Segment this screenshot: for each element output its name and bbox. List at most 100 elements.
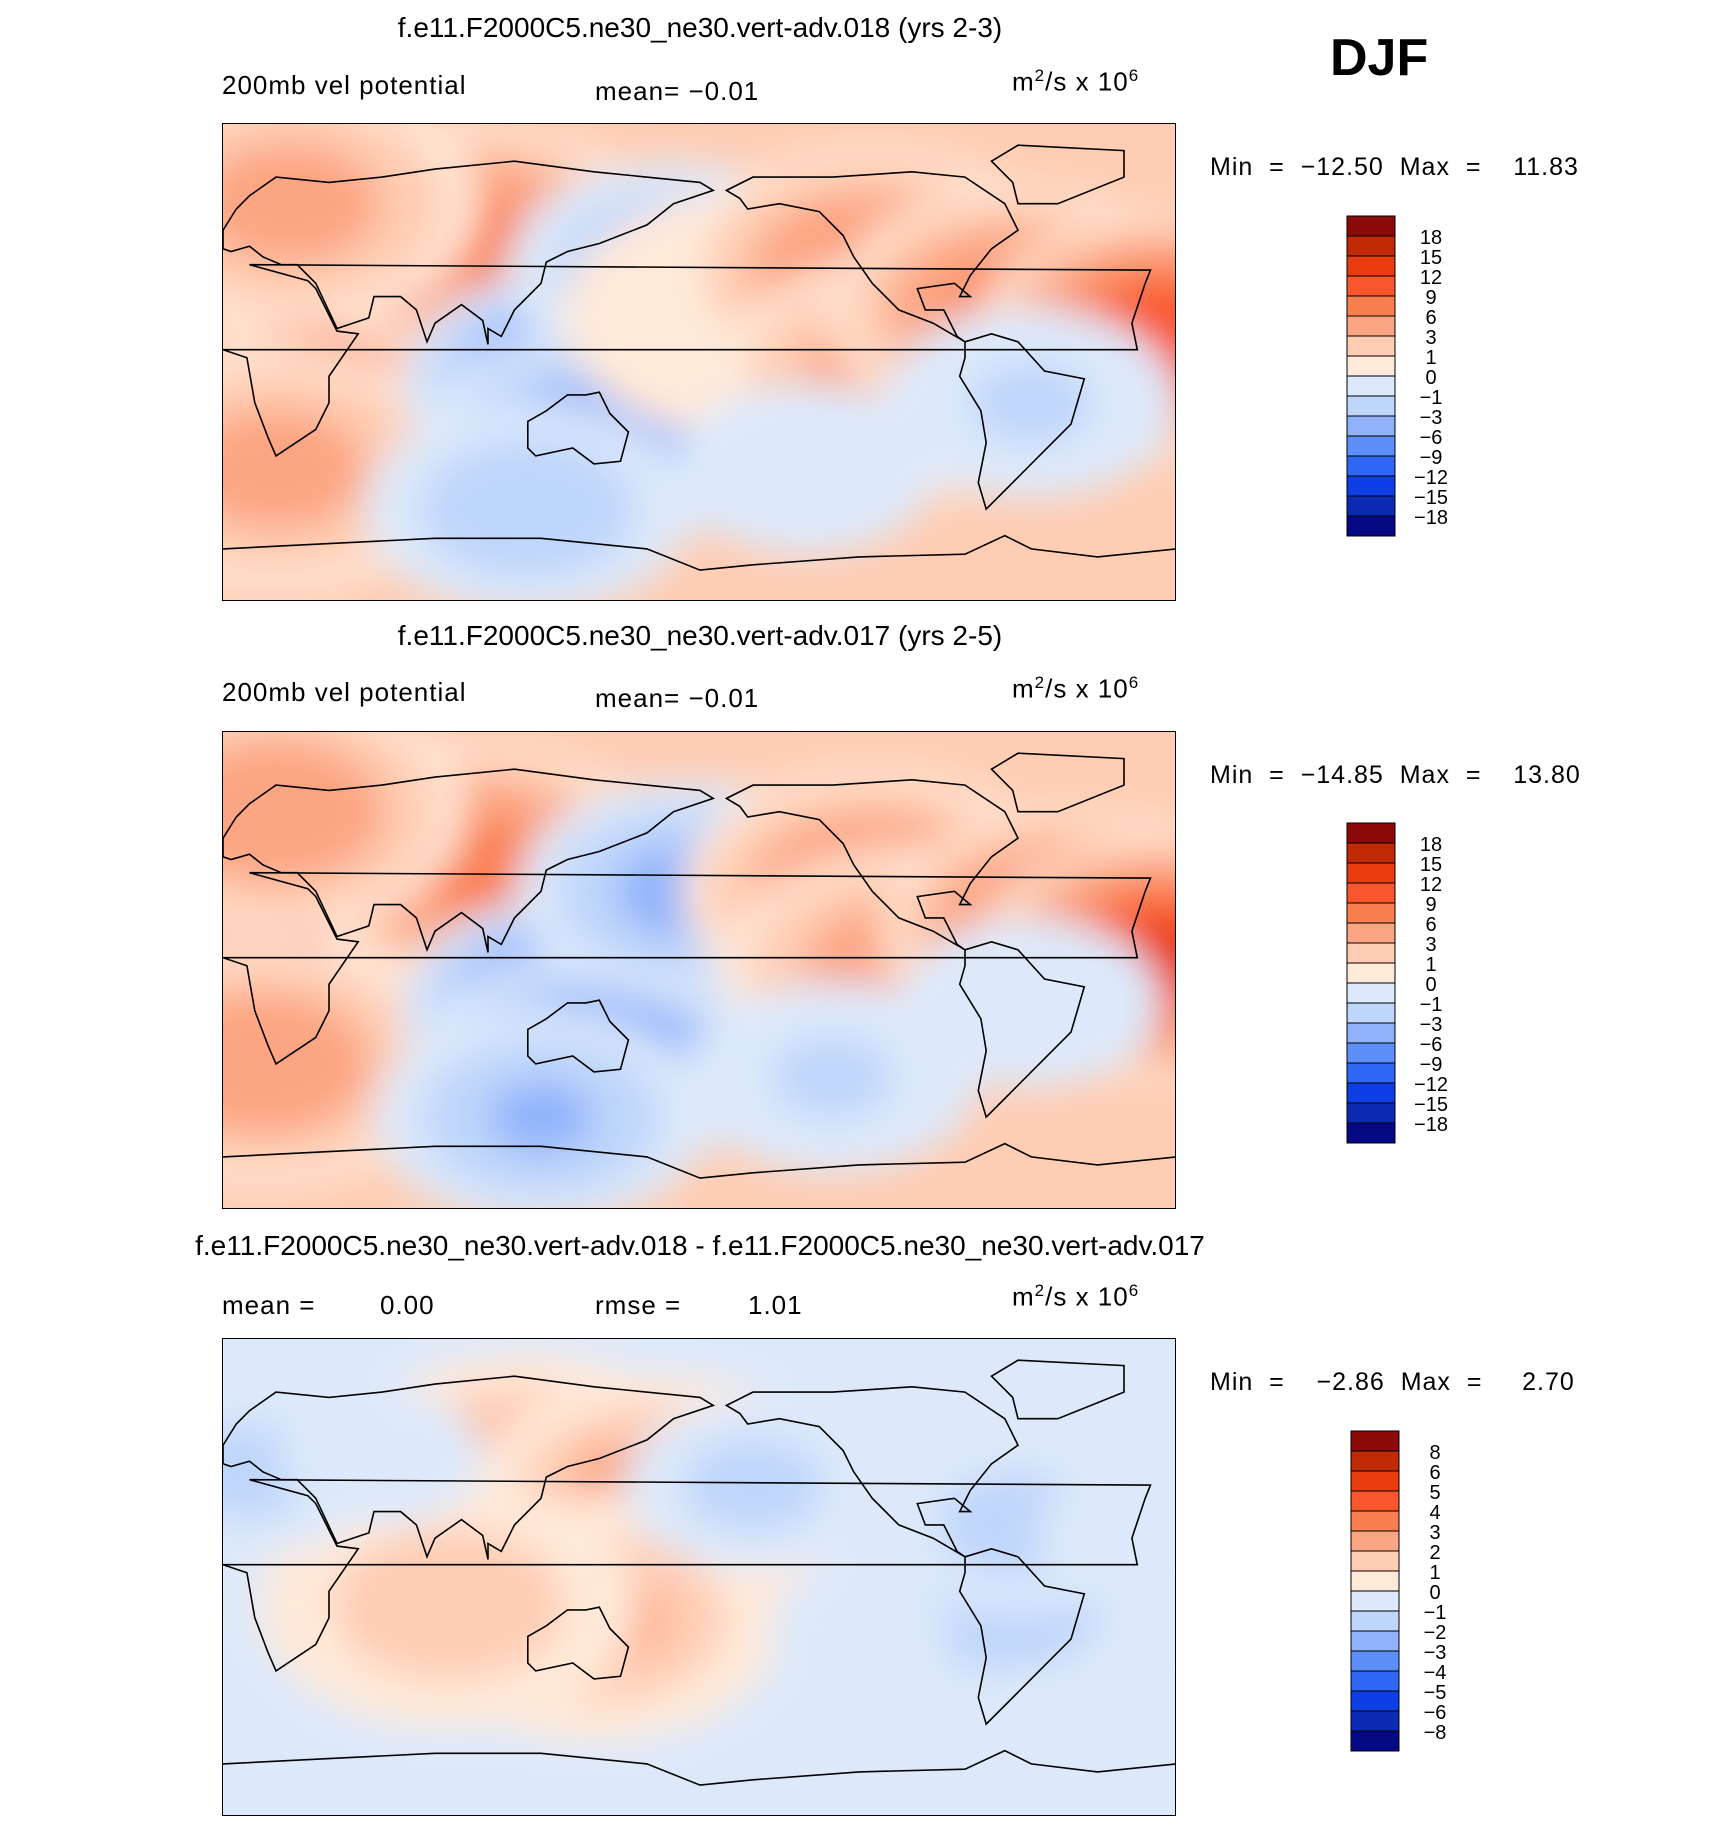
colorbar-swatch — [1346, 1062, 1396, 1084]
colorbar-label: 18 — [1420, 834, 1442, 856]
colorbar-label: 9 — [1425, 894, 1436, 916]
colorbar-label: 0 — [1425, 974, 1436, 996]
units-label: m2/s x 106 — [1012, 673, 1140, 704]
contour-region — [1039, 1456, 1175, 1620]
colorbar-label: −6 — [1424, 1702, 1447, 1724]
colorbar-swatch — [1346, 1122, 1396, 1144]
colorbar-swatch — [1350, 1430, 1400, 1452]
colorbar-label: −3 — [1420, 407, 1443, 429]
colorbar-label: 18 — [1420, 227, 1442, 249]
colorbar-label: 8 — [1429, 1442, 1440, 1464]
colorbar-swatch — [1346, 902, 1396, 924]
colorbar-label: −2 — [1424, 1622, 1447, 1644]
min-max-label: Min = −2.86 Max = 2.70 — [1210, 1368, 1575, 1396]
colorbar-label: −15 — [1414, 1094, 1448, 1116]
coastline — [527, 1606, 630, 1680]
colorbar-label: 2 — [1429, 1542, 1440, 1564]
colorbar-swatch — [1350, 1650, 1400, 1672]
colorbar-swatch — [1350, 1610, 1400, 1632]
colorbar-label: 15 — [1420, 247, 1442, 269]
colorbar-swatch — [1346, 335, 1396, 357]
min-max-label: Min = −12.50 Max = 11.83 — [1210, 153, 1579, 181]
contour-map — [222, 1338, 1176, 1816]
colorbar-label: 3 — [1425, 327, 1436, 349]
contour-region — [333, 1529, 564, 1681]
colorbar-label: 1 — [1425, 347, 1436, 369]
colorbar-swatch — [1346, 415, 1396, 437]
contour-region — [969, 361, 1093, 445]
coastline — [724, 778, 1020, 951]
colorbar-swatch — [1350, 1730, 1400, 1752]
colorbar: 18 15 12 9 6 3 1 0 −1 −3 −6 −9 −12 −15 −18 — [1346, 215, 1487, 596]
coastline — [223, 871, 1152, 1066]
coastline — [223, 1749, 1175, 1786]
contour-region — [769, 1571, 949, 1691]
colorbar-label: −12 — [1414, 467, 1448, 489]
colorbar-swatch — [1350, 1450, 1400, 1472]
coastline — [958, 1547, 1086, 1726]
contour-region — [280, 1391, 484, 1526]
colorbar-swatch — [1346, 235, 1396, 257]
contour-map — [222, 123, 1176, 601]
colorbar-label: 3 — [1425, 934, 1436, 956]
mean-label: mean= −0.01 — [595, 683, 760, 713]
colorbar-swatch — [1346, 355, 1396, 377]
mean-value: 0.00 — [380, 1290, 435, 1320]
colorbar-swatch — [1346, 962, 1396, 984]
colorbar-swatch — [1346, 1042, 1396, 1064]
colorbar-swatch — [1350, 1550, 1400, 1572]
colorbar-swatch — [1346, 375, 1396, 397]
colorbar-label: −18 — [1414, 507, 1448, 529]
colorbar-label: −1 — [1420, 994, 1443, 1016]
colorbar-label: −12 — [1414, 1074, 1448, 1096]
colorbar-swatch — [1350, 1470, 1400, 1492]
colorbar-swatch — [1350, 1670, 1400, 1692]
colorbar-swatch — [1350, 1570, 1400, 1592]
colorbar-label: 1 — [1429, 1562, 1440, 1584]
colorbar-label: −6 — [1420, 1034, 1443, 1056]
coastline — [990, 1359, 1125, 1420]
contour-region — [223, 992, 371, 1136]
contour-region — [683, 1438, 823, 1533]
coastline — [527, 391, 630, 465]
colorbar-label: 12 — [1420, 874, 1442, 896]
contour-region — [676, 384, 936, 555]
colorbar-swatch — [1346, 515, 1396, 537]
colorbar-swatch — [1350, 1630, 1400, 1652]
colorbar-swatch — [1346, 215, 1396, 237]
coastline — [527, 999, 630, 1073]
colorbar-swatch — [1350, 1710, 1400, 1732]
colorbar-swatch — [1346, 495, 1396, 517]
colorbar-label: 1 — [1425, 954, 1436, 976]
coastline — [990, 144, 1125, 205]
coastline — [223, 534, 1175, 571]
colorbar-swatch — [1346, 1102, 1396, 1124]
contour-region — [489, 1081, 593, 1153]
mean-label: mean = — [222, 1290, 316, 1320]
colorbar-label: 9 — [1425, 287, 1436, 309]
colorbar-label: 0 — [1429, 1582, 1440, 1604]
coastline — [223, 160, 716, 345]
colorbar-label: −3 — [1420, 1014, 1443, 1036]
variable-label: 200mb vel potential — [222, 677, 467, 707]
colorbar-swatch — [1346, 435, 1396, 457]
colorbar-label: 12 — [1420, 267, 1442, 289]
coastline — [990, 752, 1125, 813]
colorbar-swatch — [1346, 315, 1396, 337]
colorbar-label: 3 — [1429, 1522, 1440, 1544]
colorbar-swatch — [1346, 1002, 1396, 1024]
contour-region — [223, 409, 366, 529]
colorbar-swatch — [1350, 1590, 1400, 1612]
colorbar-swatch — [1346, 395, 1396, 417]
colorbar-label: 15 — [1420, 854, 1442, 876]
units-label: m2/s x 106 — [1012, 66, 1140, 97]
colorbar-swatch — [1350, 1510, 1400, 1532]
colorbar-swatch — [1350, 1530, 1400, 1552]
colorbar-label: 6 — [1425, 914, 1436, 936]
colorbar-swatch — [1346, 455, 1396, 477]
variable-label: 200mb vel potential — [222, 70, 467, 100]
coastline — [958, 940, 1086, 1119]
colorbar-label: 0 — [1425, 367, 1436, 389]
colorbar-swatch — [1346, 475, 1396, 497]
colorbar-swatch — [1346, 942, 1396, 964]
